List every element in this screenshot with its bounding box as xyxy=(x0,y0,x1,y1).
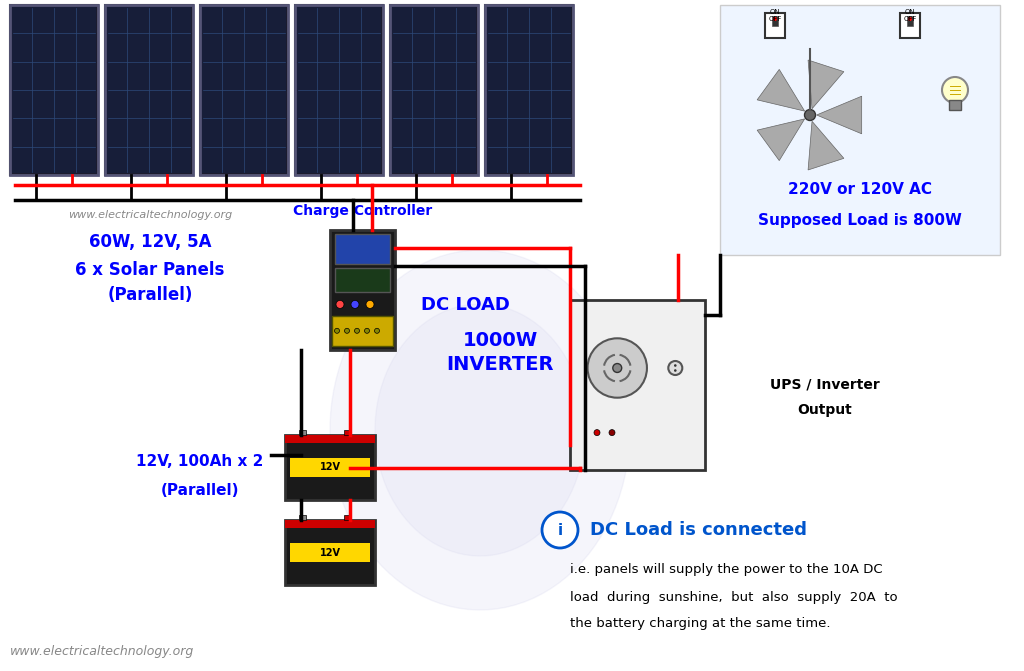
Bar xyxy=(335,234,390,264)
Text: 60W, 12V, 5A: 60W, 12V, 5A xyxy=(89,233,211,251)
Circle shape xyxy=(669,361,682,375)
Circle shape xyxy=(609,429,615,435)
Circle shape xyxy=(335,328,340,333)
Bar xyxy=(200,5,288,175)
Polygon shape xyxy=(816,96,861,134)
Circle shape xyxy=(674,364,677,367)
Bar xyxy=(343,431,350,435)
Bar xyxy=(485,5,573,175)
Bar xyxy=(907,16,913,26)
Circle shape xyxy=(366,301,374,309)
Bar xyxy=(720,5,1000,255)
Text: load  during  sunshine,  but  also  supply  20A  to: load during sunshine, but also supply 20… xyxy=(570,590,898,603)
Bar xyxy=(570,300,705,470)
Bar xyxy=(290,458,370,477)
Text: INVERTER: INVERTER xyxy=(446,356,554,374)
Bar xyxy=(285,435,375,443)
Bar xyxy=(487,7,571,173)
Text: DC Load is connected: DC Load is connected xyxy=(590,521,807,539)
Bar xyxy=(390,5,478,175)
Circle shape xyxy=(773,17,777,21)
Circle shape xyxy=(942,77,968,103)
Bar xyxy=(285,520,375,585)
Text: 12V, 100Ah x 2: 12V, 100Ah x 2 xyxy=(136,454,264,470)
Text: Charge Controller: Charge Controller xyxy=(293,204,432,218)
Polygon shape xyxy=(330,250,630,610)
Circle shape xyxy=(542,512,578,548)
Text: ON
OFF: ON OFF xyxy=(903,9,916,22)
Bar xyxy=(765,13,785,38)
Text: i.e. panels will supply the power to the 10A DC: i.e. panels will supply the power to the… xyxy=(570,564,883,576)
Text: (Parallel): (Parallel) xyxy=(108,286,193,304)
Bar xyxy=(12,7,96,173)
Bar xyxy=(297,7,381,173)
Bar xyxy=(200,5,288,175)
Text: i: i xyxy=(557,523,562,537)
Circle shape xyxy=(594,429,600,435)
Circle shape xyxy=(588,338,647,398)
Text: 1000W: 1000W xyxy=(463,331,538,350)
Text: www.electricaltechnology.org: www.electricaltechnology.org xyxy=(68,210,232,220)
Polygon shape xyxy=(808,60,844,109)
Polygon shape xyxy=(757,119,805,160)
Bar xyxy=(290,543,370,562)
Text: (Parallel): (Parallel) xyxy=(161,482,240,497)
Bar xyxy=(343,515,350,520)
Bar xyxy=(299,431,306,435)
Text: Output: Output xyxy=(798,403,852,417)
Bar xyxy=(295,5,383,175)
Bar xyxy=(295,5,383,175)
Circle shape xyxy=(354,328,359,333)
Bar xyxy=(105,5,193,175)
Bar xyxy=(335,268,390,293)
Text: 12V: 12V xyxy=(319,462,341,472)
Bar xyxy=(202,7,286,173)
Text: www.electricaltechnology.org: www.electricaltechnology.org xyxy=(10,645,195,658)
Polygon shape xyxy=(757,69,805,111)
Polygon shape xyxy=(808,121,844,170)
Circle shape xyxy=(351,301,359,309)
Circle shape xyxy=(365,328,370,333)
Circle shape xyxy=(344,328,349,333)
Text: the battery charging at the same time.: the battery charging at the same time. xyxy=(570,617,830,631)
Bar xyxy=(485,5,573,175)
Text: DC LOAD: DC LOAD xyxy=(421,296,509,314)
Circle shape xyxy=(612,364,622,372)
Bar xyxy=(390,5,478,175)
Circle shape xyxy=(908,17,912,21)
Text: UPS / Inverter: UPS / Inverter xyxy=(770,378,880,392)
Bar xyxy=(332,317,393,346)
Bar xyxy=(285,435,375,500)
Bar xyxy=(105,5,193,175)
Bar xyxy=(330,230,395,350)
Circle shape xyxy=(674,369,677,372)
Circle shape xyxy=(375,328,380,333)
Bar xyxy=(392,7,476,173)
Text: 12V: 12V xyxy=(319,548,341,558)
Bar xyxy=(772,16,778,26)
Bar xyxy=(106,7,191,173)
Bar xyxy=(10,5,98,175)
Bar xyxy=(299,515,306,520)
Text: ON
OFF: ON OFF xyxy=(768,9,781,22)
Bar xyxy=(900,13,920,38)
Text: Supposed Load is 800W: Supposed Load is 800W xyxy=(758,213,962,227)
Bar xyxy=(949,100,961,110)
Circle shape xyxy=(336,301,344,309)
Polygon shape xyxy=(375,304,585,556)
Bar xyxy=(10,5,98,175)
Text: 6 x Solar Panels: 6 x Solar Panels xyxy=(76,261,224,279)
Text: 220V or 120V AC: 220V or 120V AC xyxy=(788,183,932,197)
Bar xyxy=(285,520,375,528)
Circle shape xyxy=(805,109,815,121)
